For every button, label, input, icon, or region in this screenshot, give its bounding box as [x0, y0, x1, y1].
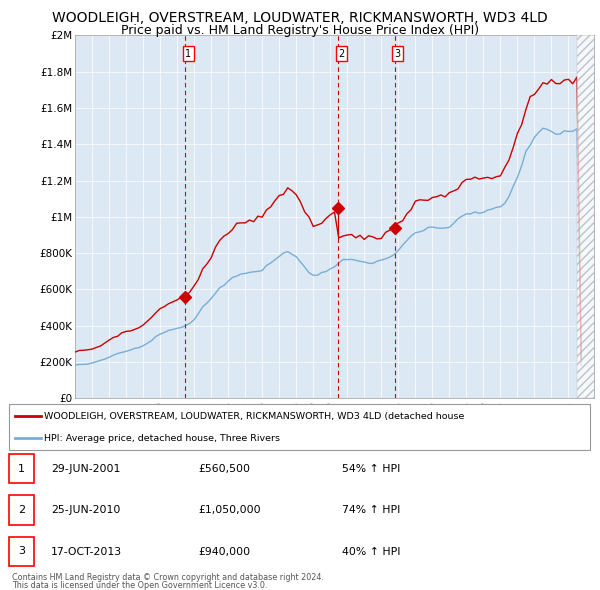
Text: 17-OCT-2013: 17-OCT-2013: [51, 547, 122, 556]
Text: 3: 3: [395, 48, 401, 58]
Text: Contains HM Land Registry data © Crown copyright and database right 2024.: Contains HM Land Registry data © Crown c…: [12, 572, 324, 582]
FancyBboxPatch shape: [9, 496, 34, 525]
FancyBboxPatch shape: [9, 404, 590, 450]
Text: 1: 1: [18, 464, 25, 474]
Text: WOODLEIGH, OVERSTREAM, LOUDWATER, RICKMANSWORTH, WD3 4LD: WOODLEIGH, OVERSTREAM, LOUDWATER, RICKMA…: [52, 11, 548, 25]
Text: 54% ↑ HPI: 54% ↑ HPI: [342, 464, 400, 474]
Text: 29-JUN-2001: 29-JUN-2001: [51, 464, 121, 474]
Text: 3: 3: [18, 546, 25, 556]
Text: £1,050,000: £1,050,000: [198, 506, 260, 515]
Text: This data is licensed under the Open Government Licence v3.0.: This data is licensed under the Open Gov…: [12, 581, 268, 590]
Text: £940,000: £940,000: [198, 547, 250, 556]
Bar: [577, 35, 596, 398]
FancyBboxPatch shape: [9, 454, 34, 483]
Text: Price paid vs. HM Land Registry's House Price Index (HPI): Price paid vs. HM Land Registry's House …: [121, 24, 479, 37]
Text: £560,500: £560,500: [198, 464, 250, 474]
Text: 2: 2: [18, 505, 25, 515]
FancyBboxPatch shape: [9, 537, 34, 566]
Text: HPI: Average price, detached house, Three Rivers: HPI: Average price, detached house, Thre…: [44, 434, 280, 442]
Text: 40% ↑ HPI: 40% ↑ HPI: [342, 547, 401, 556]
Text: 74% ↑ HPI: 74% ↑ HPI: [342, 506, 400, 515]
Text: 2: 2: [338, 48, 344, 58]
Text: 25-JUN-2010: 25-JUN-2010: [51, 506, 121, 515]
Text: WOODLEIGH, OVERSTREAM, LOUDWATER, RICKMANSWORTH, WD3 4LD (detached house: WOODLEIGH, OVERSTREAM, LOUDWATER, RICKMA…: [44, 412, 464, 421]
Text: 1: 1: [185, 48, 191, 58]
